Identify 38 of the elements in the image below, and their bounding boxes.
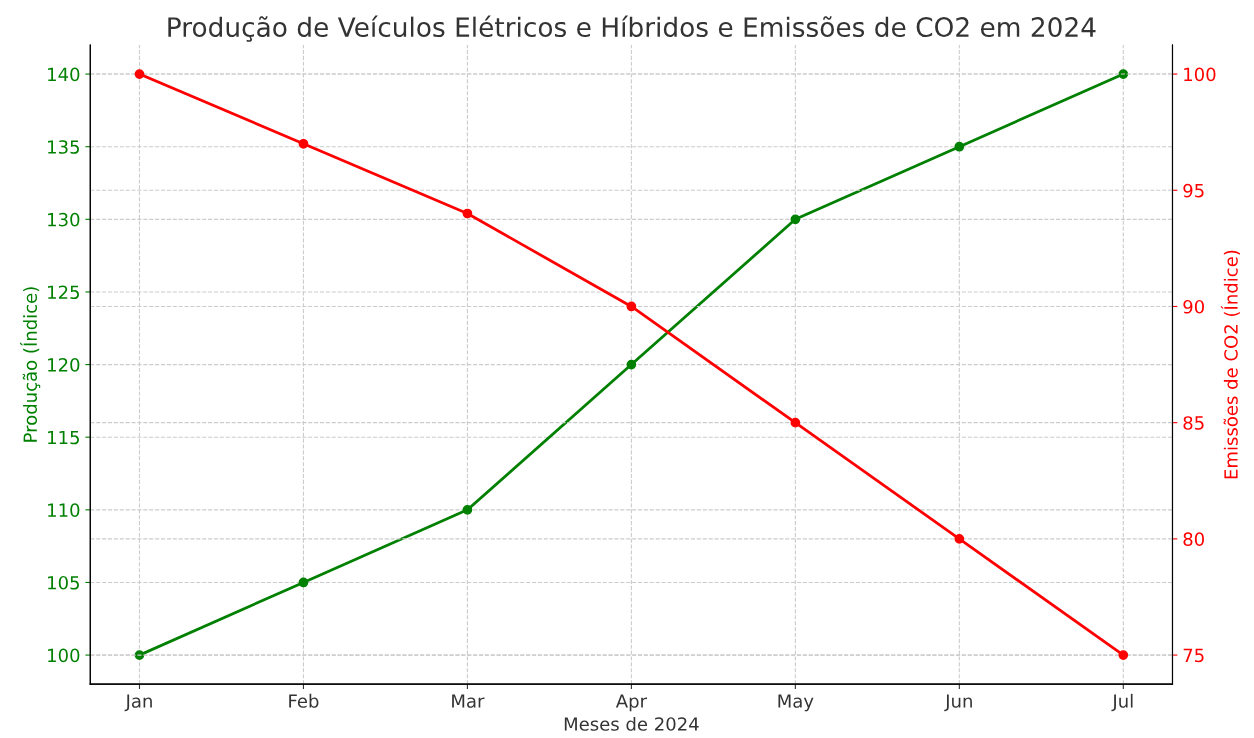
- y-tick-label: 100: [48, 648, 80, 663]
- point: [298, 138, 309, 149]
- y-tick-label: 115: [48, 430, 79, 445]
- y-tick-label: 105: [48, 575, 79, 590]
- point: [954, 141, 965, 152]
- y2-axis-title: Emissões de CO2 (Índice): [1220, 250, 1240, 479]
- y-tick-label: 130: [48, 212, 80, 227]
- y2-tick-label: 95: [1183, 183, 1204, 198]
- y-axis-title: Produção (Índice): [20, 287, 41, 442]
- point: [626, 359, 637, 370]
- x-tick-label: Feb: [289, 693, 319, 708]
- chart-title: Produção de Veículos Elétricos e Híbridos e Emissões de CO2 em 2024: [168, 15, 1096, 42]
- y2-tick-label: 75: [1183, 648, 1204, 663]
- y-tick-label: 120: [48, 358, 80, 372]
- y2-tick-label: 80: [1183, 532, 1204, 546]
- y2-tick-label: 100: [1184, 67, 1216, 82]
- point: [954, 534, 965, 544]
- point: [1118, 650, 1129, 660]
- x-axis-title: Meses de 2024: [564, 716, 699, 731]
- y-tick-label: 135: [48, 140, 79, 154]
- x-tick-label: Apr: [615, 694, 648, 712]
- point: [298, 577, 309, 588]
- y2-tick-label: 85: [1183, 416, 1204, 430]
- point: [626, 301, 637, 312]
- x-tick-label: Jan: [124, 694, 152, 712]
- x-tick-label: Mar: [452, 694, 485, 708]
- point: [790, 214, 801, 225]
- y2-tick-label: 90: [1183, 299, 1204, 314]
- point: [134, 69, 145, 79]
- x-tick-label: Jul: [1111, 693, 1133, 712]
- point: [462, 504, 473, 515]
- y-tick-label: 125: [48, 285, 79, 300]
- y-tick-label: 110: [48, 503, 80, 517]
- point: [462, 208, 473, 219]
- y-tick-label: 140: [48, 67, 80, 82]
- x-tick-label: May: [778, 694, 814, 712]
- point: [790, 417, 801, 428]
- x-tick-label: Jun: [944, 694, 972, 712]
